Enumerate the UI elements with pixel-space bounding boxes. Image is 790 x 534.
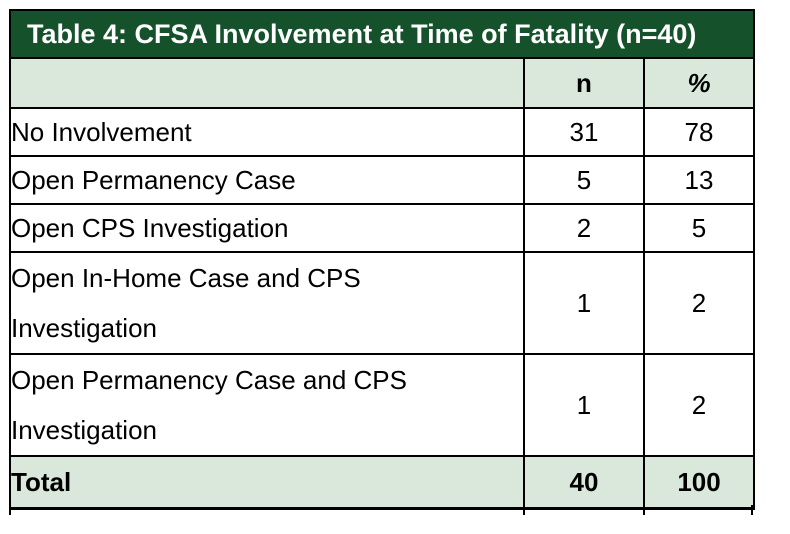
cell-percent: 13 <box>642 155 756 205</box>
row-label: Open CPS Investigation <box>9 203 525 253</box>
cell-n: 5 <box>523 155 645 205</box>
row-label: No Involvement <box>9 107 525 157</box>
total-percent: 100 <box>642 455 756 510</box>
cell-n: 1 <box>523 251 645 355</box>
row-label-text: Open CPS Investigation <box>11 212 289 243</box>
table-row-open-permanency-case-and-cps-investigation: Open Permanency Case and CPS Investigati… <box>9 353 756 457</box>
column-header-n: n <box>523 57 645 109</box>
row-label-text-line1: Open Permanency Case and CPS <box>11 365 407 395</box>
table-total-row: Total 40 100 <box>9 455 756 510</box>
cell-percent: 2 <box>642 251 756 355</box>
row-label-text: Open Permanency Case <box>11 164 296 195</box>
table-row-open-permanency-case: Open Permanency Case 5 13 <box>9 155 756 205</box>
cell-percent: 78 <box>642 107 756 157</box>
table-title: Table 4: CFSA Involvement at Time of Fat… <box>8 9 756 59</box>
border-stub <box>9 505 11 515</box>
row-label: Open Permanency Case and CPS Investigati… <box>9 353 525 457</box>
cell-n: 31 <box>523 107 645 157</box>
row-label: Open Permanency Case <box>9 155 525 205</box>
table-row-open-in-home-case-and-cps-investigation: Open In-Home Case and CPS Investigation … <box>9 251 756 355</box>
total-label: Total <box>9 455 525 510</box>
cfsa-involvement-table: Table 4: CFSA Involvement at Time of Fat… <box>8 9 756 510</box>
table-row-no-involvement: No Involvement 31 78 <box>9 107 756 157</box>
row-label-text-line1: Open In-Home Case and CPS <box>11 263 361 293</box>
cell-n: 2 <box>523 203 645 253</box>
cell-percent: 5 <box>642 203 756 253</box>
border-stub <box>751 505 753 515</box>
table-row-open-cps-investigation: Open CPS Investigation 2 5 <box>9 203 756 253</box>
cell-percent: 2 <box>642 353 756 457</box>
table-column-header-row: n % <box>9 57 756 109</box>
row-label-text: No Involvement <box>11 116 192 147</box>
column-header-label <box>9 57 525 109</box>
border-stub <box>643 505 645 515</box>
row-label-text-line2: Investigation <box>11 415 157 445</box>
row-label: Open In-Home Case and CPS Investigation <box>9 251 525 355</box>
border-stub <box>523 505 525 515</box>
cell-n: 1 <box>523 353 645 457</box>
row-label-text-line2: Investigation <box>11 313 157 343</box>
table-title-row: Table 4: CFSA Involvement at Time of Fat… <box>8 9 756 59</box>
total-n: 40 <box>523 455 645 510</box>
column-header-percent: % <box>642 57 756 109</box>
